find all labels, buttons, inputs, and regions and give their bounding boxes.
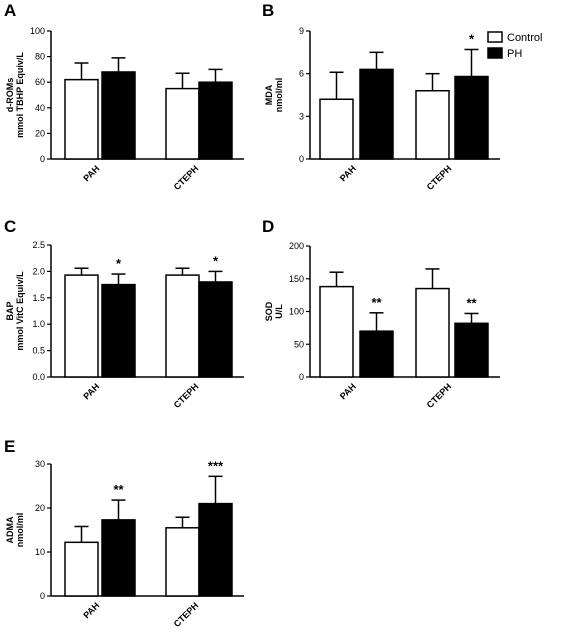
panel-d: D 0 50 100 150 200 SOD U/L ** PAH ** CTEPH: [262, 217, 500, 410]
y-tick-label: 9: [299, 26, 304, 36]
panel-letter: D: [262, 217, 274, 236]
x-category-label: PAH: [81, 600, 101, 620]
bar-control-pah: [64, 541, 99, 597]
bar-control-pah: [319, 98, 354, 160]
panel-b: B 0 3 6 9 MDA nmol/ml PAH * CTEPH: [262, 1, 500, 192]
x-category-label: PAH: [81, 163, 101, 183]
legend-swatch-control: [487, 31, 503, 43]
x-category-label: CTEPH: [172, 600, 201, 629]
y-axis-label: nmol/ml: [15, 513, 25, 548]
y-axis-label: BAP: [5, 301, 15, 320]
y-tick-label: 2.0: [32, 266, 45, 276]
bar-ph-pah: [359, 330, 394, 378]
y-tick-label: 200: [289, 241, 304, 251]
y-tick-label: 10: [35, 547, 45, 557]
bar-ph-cteph: [198, 281, 233, 378]
y-tick-label: 80: [35, 52, 45, 62]
bar-control-cteph: [165, 87, 200, 160]
bar-ph-pah: [101, 71, 136, 160]
x-category-label: PAH: [81, 381, 101, 401]
y-tick-label: 1.0: [32, 319, 45, 329]
y-axis-label: nmol/ml: [274, 78, 284, 113]
x-category-label: CTEPH: [425, 163, 454, 192]
bar-control-cteph: [415, 287, 450, 378]
significance-marker: **: [371, 295, 382, 310]
bar-control-pah: [64, 78, 99, 160]
y-tick-label: 0: [299, 372, 304, 382]
y-axis-label: ADMA: [5, 516, 15, 543]
bar-control-cteph: [415, 89, 450, 160]
significance-marker: *: [116, 256, 122, 271]
bar-ph-cteph: [454, 322, 489, 378]
x-category-label: CTEPH: [172, 163, 201, 192]
y-tick-label: 150: [289, 274, 304, 284]
bar-control-cteph: [165, 527, 200, 597]
panel-e: E 0 10 20 30 ADMA nmol/ml ** PAH *** CTEPH: [4, 437, 244, 629]
y-tick-label: 2.5: [32, 240, 45, 250]
bar-control-pah: [64, 274, 99, 378]
significance-marker: **: [466, 295, 477, 310]
bar-ph-cteph: [198, 502, 233, 597]
significance-marker: *: [469, 31, 475, 46]
panel-letter: C: [4, 217, 16, 236]
y-tick-label: 3: [299, 111, 304, 121]
y-tick-label: 40: [35, 103, 45, 113]
significance-marker: *: [213, 253, 219, 268]
legend-label-control: Control: [507, 32, 542, 44]
bar-ph-pah: [101, 283, 136, 378]
y-axis-label: d-ROMs: [5, 78, 15, 113]
y-axis-label: mmol VitC Equiv/L: [15, 271, 25, 351]
legend-swatch-ph: [487, 47, 503, 59]
bar-ph-pah: [359, 68, 394, 160]
bar-ph-cteph: [454, 75, 489, 160]
y-axis-label: U/L: [274, 304, 284, 319]
panel-c: C 0.0 0.5 1.0 1.5 2.0 2.5 BAP mmol VitC Equiv/L *…: [4, 217, 244, 410]
significance-marker: **: [113, 482, 124, 497]
y-axis-label: SOD: [264, 301, 274, 321]
y-tick-label: 0: [40, 154, 45, 164]
y-tick-label: 20: [35, 128, 45, 138]
bar-control-cteph: [165, 274, 200, 378]
y-tick-label: 0.5: [32, 346, 45, 356]
bar-control-pah: [319, 285, 354, 378]
x-category-label: PAH: [338, 381, 358, 401]
y-tick-label: 30: [35, 459, 45, 469]
y-tick-label: 50: [294, 339, 304, 349]
y-axis-label: mmol TBHP Equiv/L: [15, 52, 25, 138]
legend: Control PH: [487, 31, 542, 60]
significance-marker: ***: [208, 458, 224, 473]
panel-a: A 0 20 40 60 80 100 d-ROMs mmol TBHP Equiv/L PAH C…: [4, 1, 244, 192]
y-tick-label: 6: [299, 69, 304, 79]
y-tick-label: 1.5: [32, 293, 45, 303]
panel-letter: B: [262, 1, 274, 20]
y-tick-label: 0: [299, 154, 304, 164]
y-tick-label: 0.0: [32, 372, 45, 382]
panel-letter: E: [4, 437, 15, 456]
x-category-label: CTEPH: [425, 381, 454, 410]
y-tick-label: 60: [35, 77, 45, 87]
x-category-label: PAH: [338, 163, 358, 183]
legend-label-ph: PH: [507, 48, 522, 60]
y-tick-label: 100: [30, 26, 45, 36]
bar-ph-cteph: [198, 81, 233, 160]
y-tick-label: 0: [40, 591, 45, 601]
y-axis-label: MDA: [264, 84, 274, 105]
bar-ph-pah: [101, 519, 136, 597]
x-category-label: CTEPH: [172, 381, 201, 410]
panel-letter: A: [4, 1, 16, 20]
y-tick-label: 20: [35, 503, 45, 513]
y-tick-label: 100: [289, 307, 304, 317]
